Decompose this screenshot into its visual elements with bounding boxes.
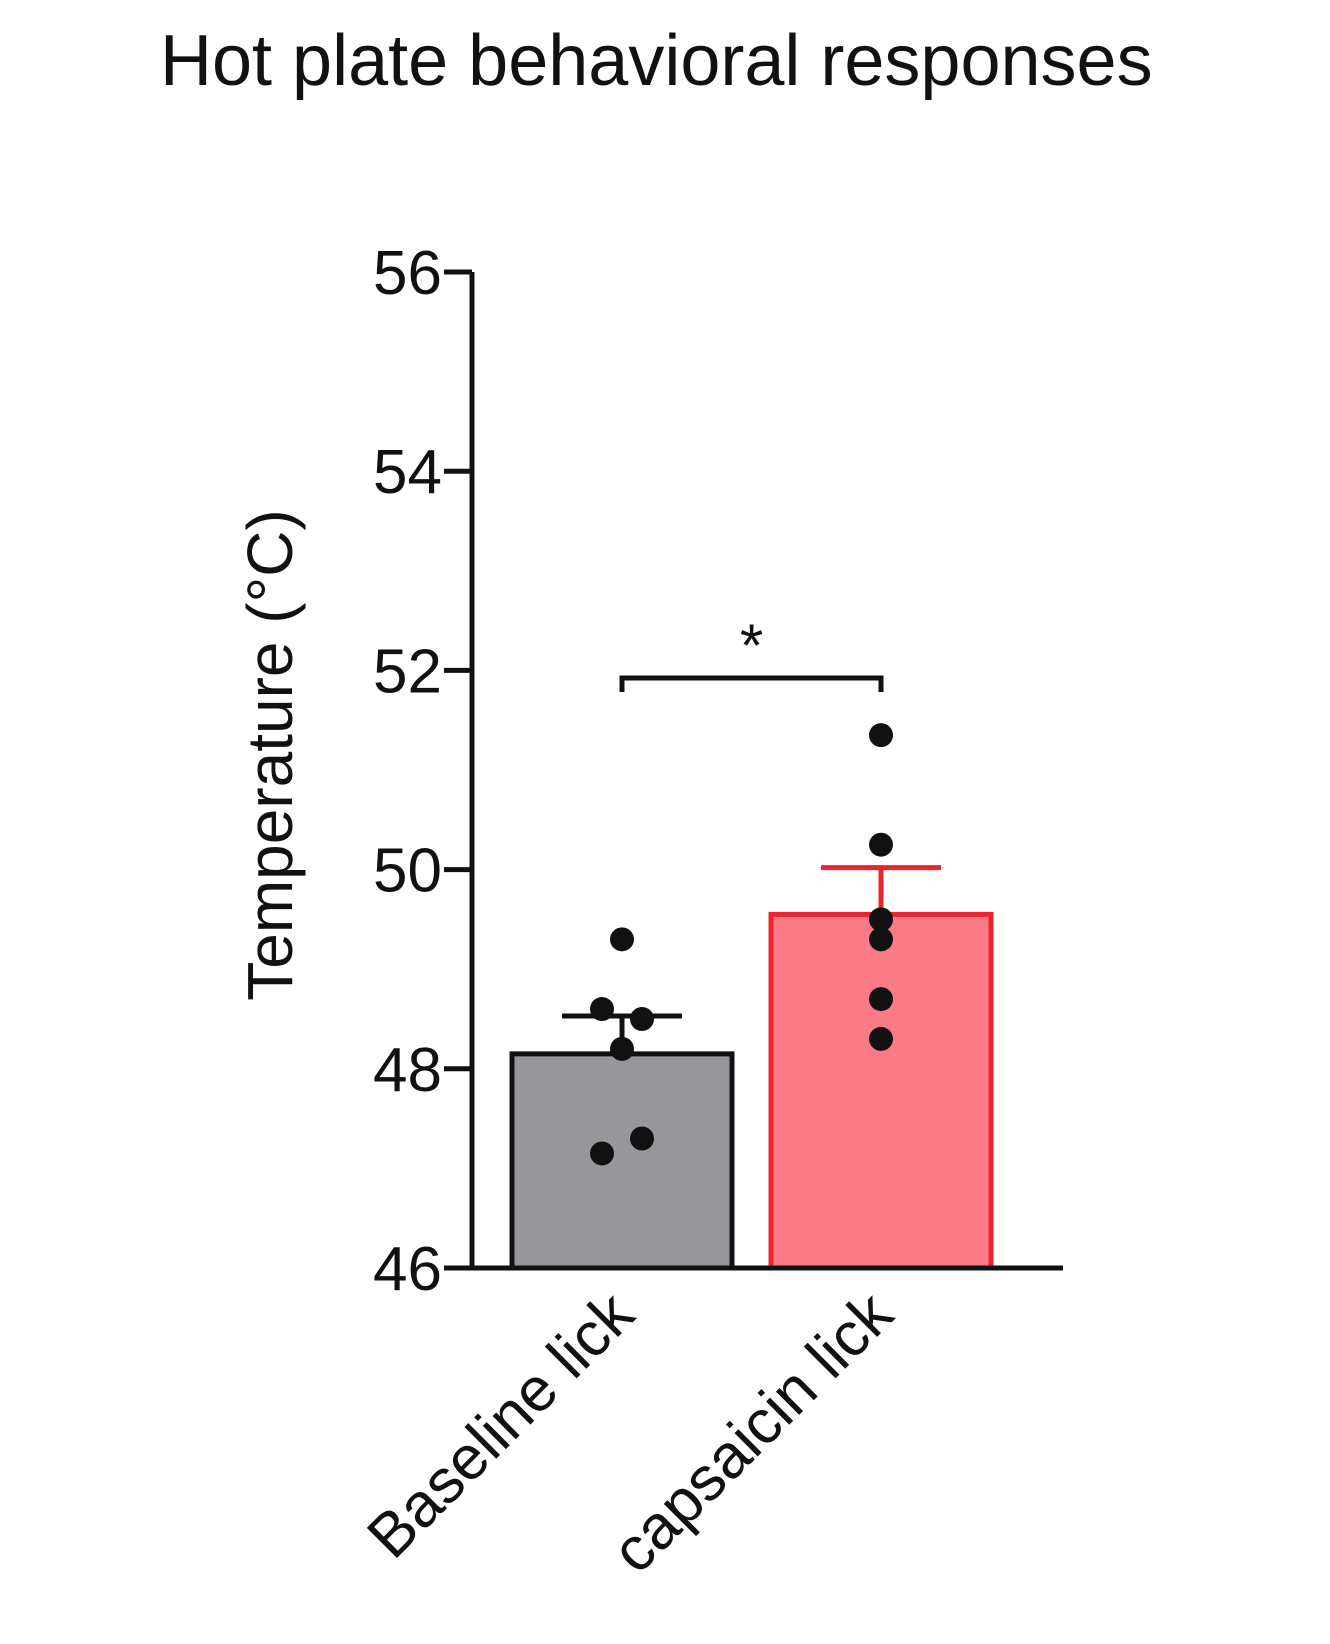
- data-point-capsaicin-lick-6: [869, 1026, 893, 1051]
- y-axis: 46 48 50 52 54 56: [373, 239, 475, 1304]
- bar-baseline-lick: [509, 1051, 735, 1271]
- y-tick-label-46: 46: [373, 1235, 442, 1304]
- data-point-capsaicin-lick-4: [869, 927, 893, 952]
- data-point-baseline-lick-1: [610, 927, 634, 952]
- data-points-group: [590, 723, 893, 1166]
- chart-title: Hot plate behavioral responses: [160, 21, 1153, 101]
- y-tick-label-50: 50: [373, 837, 442, 906]
- data-point-capsaicin-lick-5: [869, 987, 893, 1012]
- bar-capsaicin-lick: [768, 911, 994, 1271]
- bars-group: [509, 911, 994, 1271]
- data-point-baseline-lick-5: [630, 1126, 654, 1151]
- y-tick-label-54: 54: [373, 438, 442, 507]
- data-point-capsaicin-lick-2: [869, 832, 893, 857]
- significance-bracket-line: [619, 675, 884, 692]
- data-point-capsaicin-lick-1: [869, 723, 893, 748]
- y-tick-label-52: 52: [373, 637, 442, 706]
- category-label-capsaicin-lick: capsaicin lick: [599, 1278, 907, 1586]
- y-tick-label-48: 48: [373, 1036, 442, 1105]
- data-point-baseline-lick-2: [590, 997, 614, 1022]
- error-bars-group: [562, 865, 941, 1054]
- significance-bracket: *: [619, 612, 884, 692]
- data-point-baseline-lick-4: [610, 1036, 634, 1061]
- data-point-baseline-lick-6: [590, 1141, 614, 1166]
- significance-label: *: [740, 612, 763, 679]
- y-axis-label: Temperature (°C): [234, 509, 306, 1001]
- data-point-capsaicin-lick-3: [869, 907, 893, 932]
- data-point-baseline-lick-3: [630, 1007, 654, 1031]
- y-tick-label-56: 56: [373, 239, 442, 308]
- category-label-baseline-lick: Baseline lick: [354, 1278, 647, 1571]
